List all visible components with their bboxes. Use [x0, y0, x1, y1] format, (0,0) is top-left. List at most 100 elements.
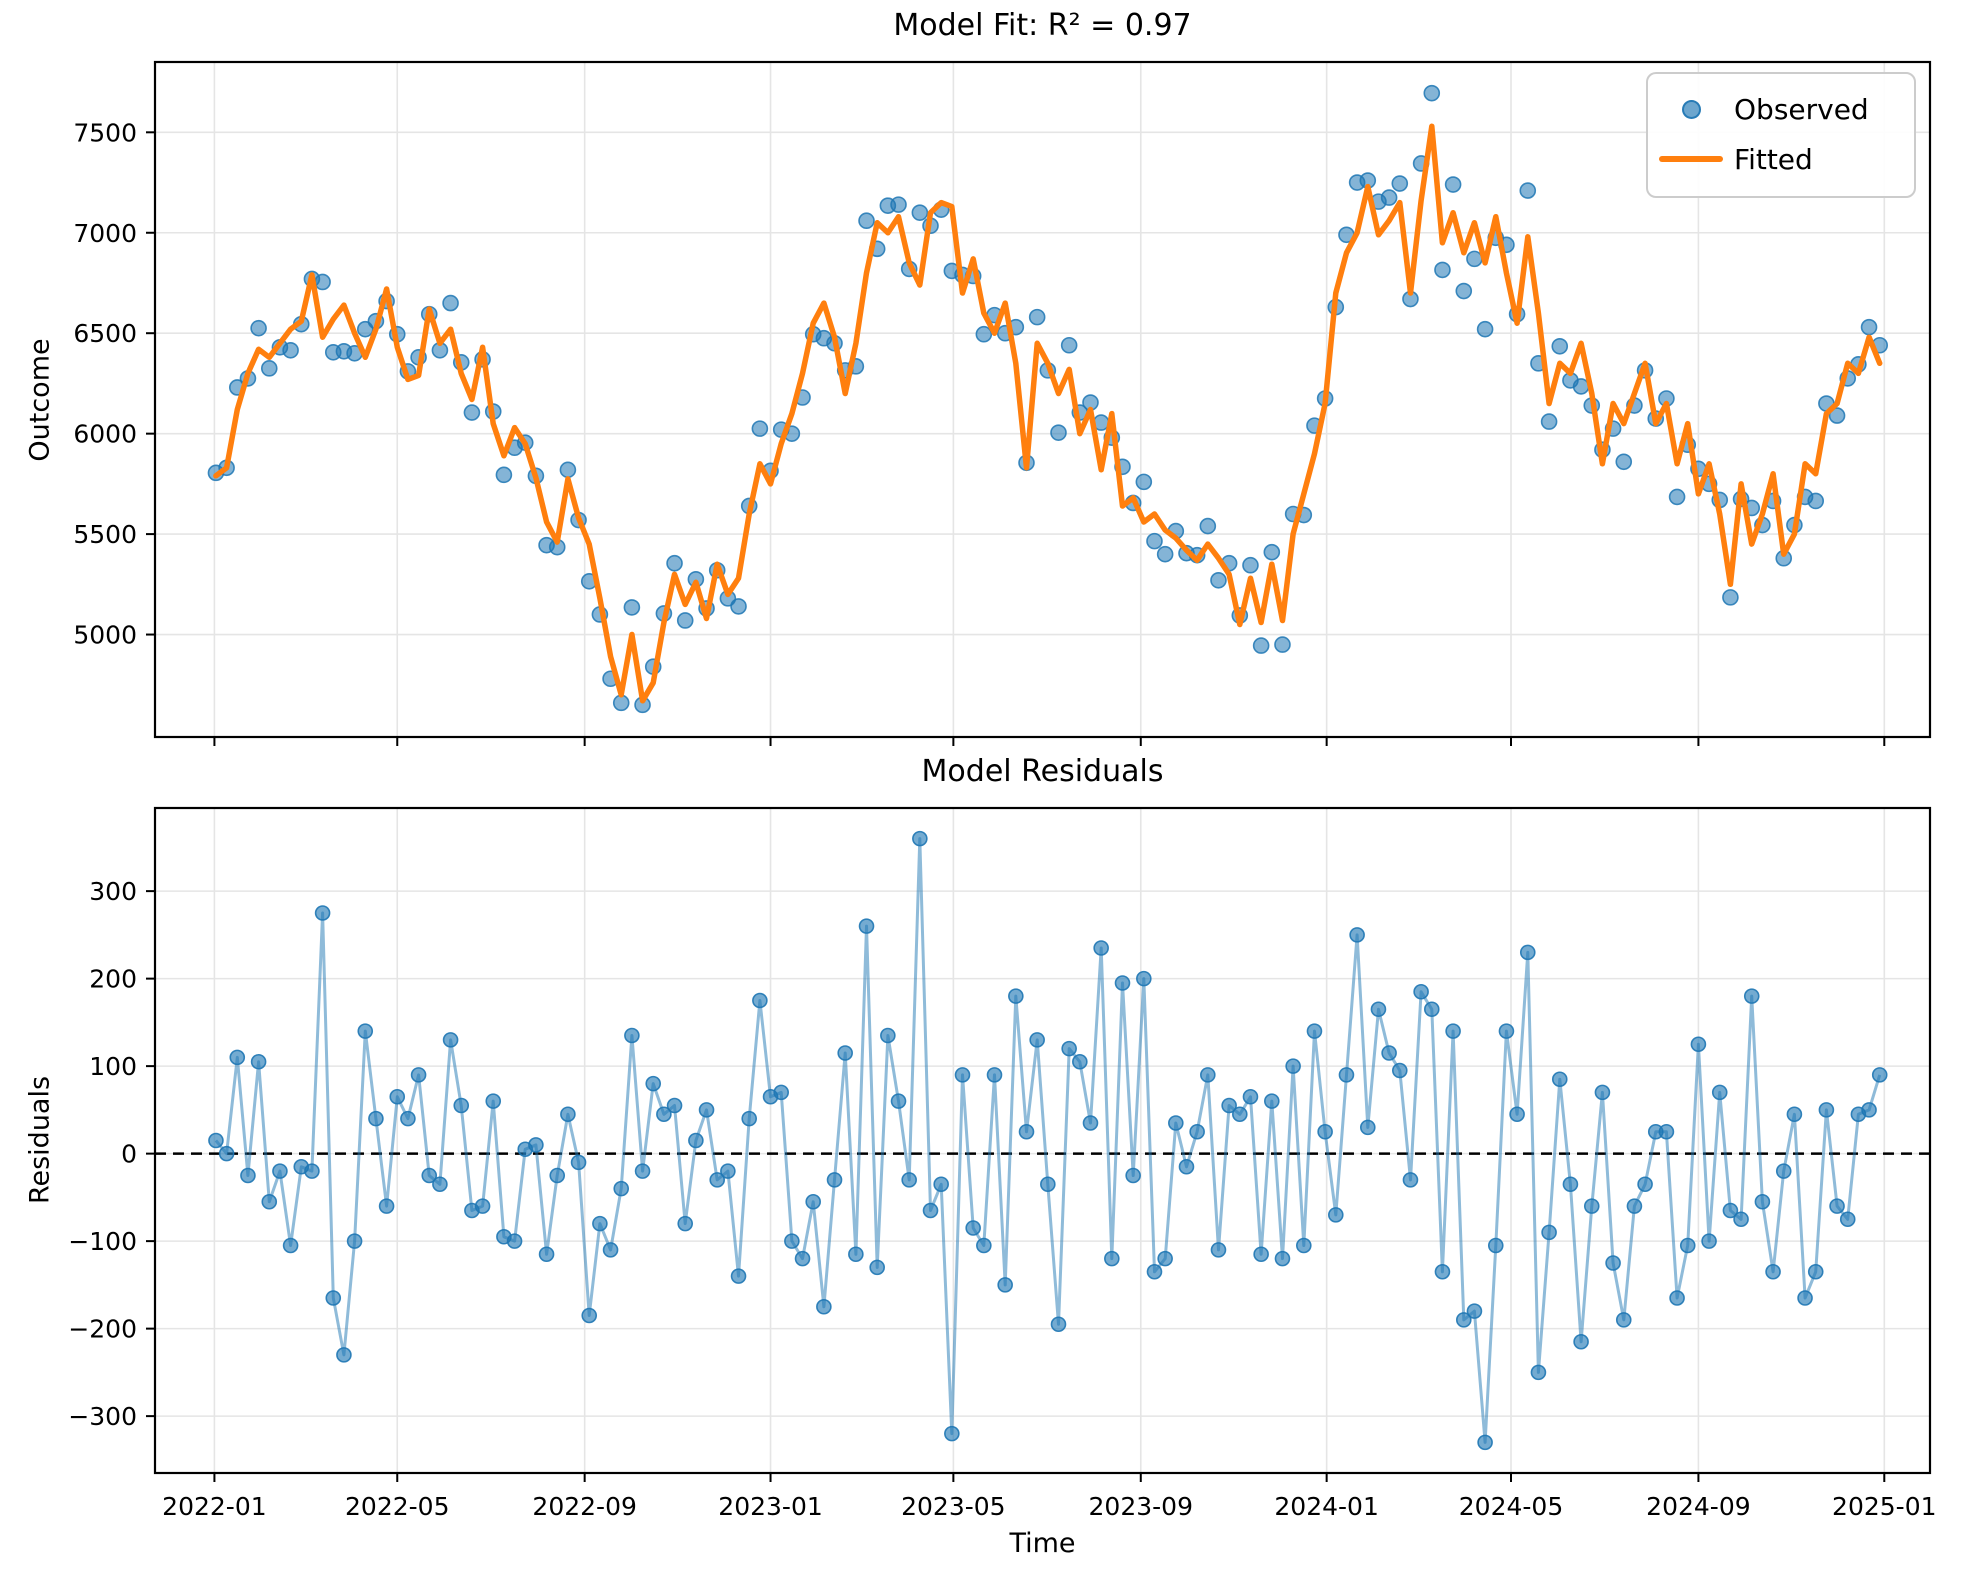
observed-point: [260, 360, 278, 377]
residual-point: [1583, 1198, 1600, 1214]
residual-point: [1242, 1088, 1259, 1105]
residual-point: [421, 1167, 438, 1184]
residual-point: [805, 1193, 821, 1210]
observed-point: [1050, 424, 1067, 441]
residual-point: [1423, 1001, 1440, 1018]
observed-point: [1668, 488, 1686, 506]
y-tick-label: 6000: [73, 420, 137, 449]
residuals-line-series: [214, 837, 1882, 1444]
residual-point: [218, 1145, 235, 1162]
y-tick-label: 6500: [73, 319, 137, 348]
residual-point: [1679, 1237, 1696, 1254]
residual-point: [336, 1347, 352, 1363]
legend-swatch-col: [1648, 156, 1734, 162]
observed-point: [1380, 189, 1398, 206]
residual-point: [880, 1027, 896, 1044]
residual-point: [1615, 1312, 1632, 1328]
residual-point: [1530, 1364, 1547, 1381]
top-chart-title: Model Fit: R² = 0.97: [893, 8, 1192, 43]
residual-point: [752, 992, 768, 1009]
x-tick-label: 2024-09: [1646, 1492, 1750, 1521]
residual-point: [442, 1032, 459, 1048]
residual-point: [1487, 1237, 1504, 1254]
residual-point: [688, 1132, 704, 1149]
residual-point: [1690, 1036, 1707, 1053]
bottom-y-axis-label: Residuals: [24, 1075, 56, 1205]
residual-point: [1157, 1250, 1173, 1267]
observed-point: [730, 598, 747, 615]
residual-point: [1029, 1032, 1045, 1048]
observed-point: [282, 341, 299, 359]
residual-point: [1541, 1224, 1557, 1241]
observed-point: [1391, 175, 1409, 192]
residual-point: [485, 1093, 502, 1109]
observed-point: [495, 466, 513, 484]
x-tick-label: 2023-09: [1089, 1492, 1193, 1521]
residual-point: [1359, 1119, 1376, 1136]
residual-point: [1594, 1084, 1611, 1101]
residual-point: [400, 1110, 416, 1127]
residual-point: [432, 1176, 448, 1193]
x-tick-label: 2023-01: [718, 1492, 822, 1521]
residual-point: [709, 1172, 726, 1188]
residual-point: [965, 1220, 981, 1236]
observed-point: [612, 694, 630, 712]
residual-point: [1669, 1290, 1685, 1306]
residual-point: [1349, 927, 1365, 943]
residual-point: [560, 1106, 576, 1123]
residual-point: [976, 1237, 992, 1254]
x-tick-label: 2022-09: [532, 1492, 636, 1521]
residuals-scatter-series: [208, 830, 1888, 1451]
y-tick-label: −100: [68, 1227, 137, 1256]
residual-point: [1370, 1001, 1387, 1018]
residual-point: [1637, 1176, 1653, 1193]
residual-point: [666, 1097, 683, 1114]
residual-point: [1146, 1263, 1163, 1280]
residual-point: [1434, 1263, 1451, 1280]
residual-point: [570, 1154, 587, 1171]
x-tick-label: 2023-05: [901, 1492, 1005, 1521]
residual-point: [1786, 1106, 1803, 1123]
y-tick-label: 200: [89, 965, 137, 994]
observed-point: [1540, 413, 1558, 430]
residual-point: [1466, 1303, 1483, 1319]
observed-point: [559, 461, 577, 479]
observed-point: [623, 599, 641, 616]
residual-point: [954, 1067, 971, 1083]
residual-point: [1189, 1123, 1205, 1140]
residual-point: [1839, 1211, 1856, 1228]
legend: Observed Fitted: [1646, 72, 1916, 198]
residual-point: [1200, 1067, 1216, 1083]
observed-point: [911, 204, 929, 221]
observed-point: [250, 319, 267, 337]
residual-point: [410, 1067, 427, 1083]
observed-point: [1722, 589, 1739, 606]
residual-point: [677, 1215, 694, 1232]
residual-point: [453, 1097, 470, 1114]
residual-point: [346, 1233, 363, 1249]
residual-point: [1381, 1045, 1397, 1061]
residual-point: [1455, 1312, 1472, 1328]
legend-observed-label: Observed: [1734, 92, 1869, 126]
observed-point: [1444, 176, 1462, 193]
observed-point: [1135, 473, 1153, 491]
residual-point: [1264, 1093, 1280, 1109]
observed-point: [1252, 637, 1270, 654]
residual-point: [1445, 1023, 1461, 1039]
residual-point: [730, 1268, 747, 1284]
x-tick-label: 2024-05: [1459, 1492, 1563, 1521]
observed-point: [1156, 545, 1174, 563]
residual-point: [1125, 1167, 1141, 1184]
residual-point: [1829, 1198, 1845, 1214]
y-tick-label: 300: [89, 877, 137, 906]
residual-point: [1210, 1242, 1227, 1258]
observed-point: [666, 554, 683, 572]
residual-point: [1317, 1123, 1333, 1140]
residual-point: [922, 1202, 939, 1219]
residual-point: [1754, 1193, 1771, 1210]
residual-point: [773, 1084, 790, 1101]
y-tick-label: −200: [68, 1315, 137, 1344]
residual-point: [208, 1132, 224, 1149]
observed-point: [1476, 320, 1494, 338]
